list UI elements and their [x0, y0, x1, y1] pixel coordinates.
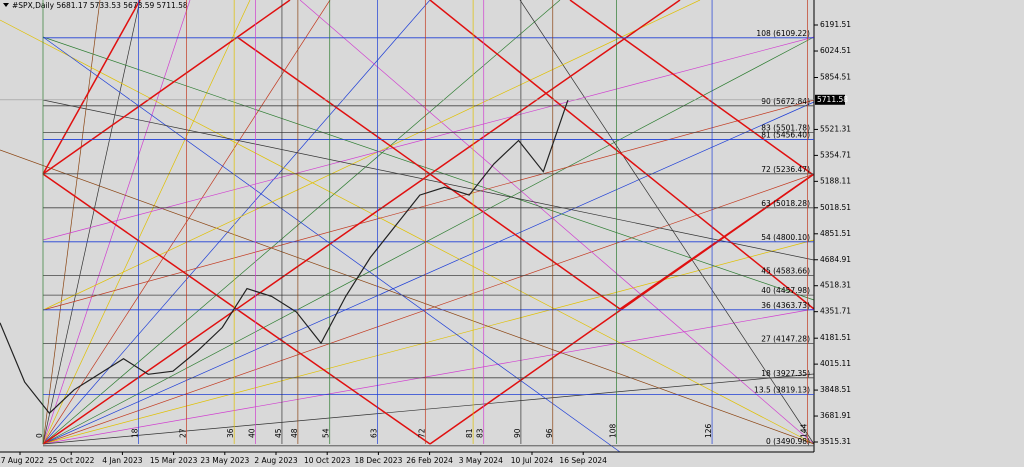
fan-line	[42, 373, 815, 445]
chart-header: #SPX,Daily 5681.17 5733.53 5673.59 5711.…	[12, 1, 188, 10]
level-label: 83 (5501.78)	[761, 123, 810, 132]
date-label: 10 Jul 2024	[511, 456, 554, 465]
current-price-box	[815, 94, 845, 105]
price-tick-label: 3681.91	[820, 411, 851, 420]
fan-line	[42, 173, 815, 445]
level-label: 40 (4457.98)	[761, 286, 810, 295]
price-tick-label: 4015.11	[820, 359, 851, 368]
price-tick-label: 5854.51	[820, 73, 851, 82]
price-tick-label: 5188.11	[820, 176, 851, 185]
price-tick-label: 6191.51	[820, 20, 851, 29]
fan-line	[0, 19, 815, 445]
price-tick-label: 5521.31	[820, 124, 851, 133]
fan-line	[42, 0, 191, 445]
level-label: 0 (3490.98)	[766, 437, 810, 446]
time-label: 40	[247, 428, 256, 438]
fan-line	[42, 0, 561, 445]
time-label: 83	[476, 428, 485, 438]
price-tick-label: 3848.51	[820, 385, 851, 394]
time-label: 72	[417, 428, 426, 438]
time-label: 108	[608, 423, 617, 438]
price-tick-label: 5354.71	[820, 150, 851, 159]
fan-line	[42, 101, 815, 445]
fan-line	[42, 36, 815, 301]
price-tick-label: 4518.31	[820, 281, 851, 290]
price-tick-label: 6024.51	[820, 46, 851, 55]
fan-line	[42, 0, 251, 445]
level-label: 63 (5018.28)	[761, 199, 810, 208]
level-label: 90 (5672.84)	[761, 97, 810, 106]
fan-line	[519, 0, 815, 445]
gann-lines	[0, 0, 815, 453]
time-label: 36	[226, 428, 235, 438]
time-label: 18	[131, 428, 140, 438]
price-tick-label: 5018.51	[820, 203, 851, 212]
fan-line	[42, 0, 141, 445]
diamond-line	[42, 0, 291, 175]
fan-line	[42, 99, 815, 261]
price-tick-label: 3515.31	[820, 437, 851, 446]
time-label: 90	[513, 428, 522, 438]
fan-line	[42, 0, 101, 445]
price-tick-label: 4851.51	[820, 229, 851, 238]
fan-line	[42, 239, 815, 445]
time-label: 54	[322, 428, 331, 438]
date-label: 25 Oct 2022	[48, 456, 95, 465]
fan-line	[42, 36, 815, 241]
date-label: 15 Mar 2023	[150, 456, 198, 465]
diamond-line	[42, 0, 141, 175]
time-label: 96	[545, 428, 554, 438]
fan-line	[42, 99, 815, 311]
time-label: 63	[370, 428, 379, 438]
price-line	[0, 99, 569, 415]
fan-line	[42, 0, 431, 445]
time-label: 0	[35, 433, 44, 438]
date-label: 10 Oct 2023	[304, 456, 351, 465]
plot-area	[0, 0, 814, 452]
fan-line	[42, 0, 701, 311]
date-label: 2 Aug 2023	[254, 456, 297, 465]
date-label: 16 Sep 2024	[559, 456, 607, 465]
diamond-line	[429, 0, 815, 310]
level-label: 13.5 (3819.13)	[754, 386, 810, 395]
dropdown-icon[interactable]	[3, 3, 9, 7]
time-label: 144	[800, 423, 809, 438]
time-label: 45	[274, 428, 283, 438]
date-label: 17 Aug 2022	[0, 456, 44, 465]
level-label: 18 (3927.35)	[761, 369, 810, 378]
diamond-line	[42, 0, 681, 445]
time-label: 27	[178, 428, 187, 438]
time-label: 81	[465, 428, 474, 438]
time-label: 126	[704, 423, 713, 438]
date-label: 18 Dec 2023	[354, 456, 402, 465]
level-label: 54 (4800.10)	[761, 233, 810, 242]
price-tick-label: 4684.91	[820, 255, 851, 264]
level-label: 36 (4363.73)	[761, 301, 810, 310]
date-label: 23 May 2023	[200, 456, 249, 465]
fan-line	[42, 36, 815, 445]
date-label: 4 Jan 2023	[102, 456, 142, 465]
level-label: 108 (6109.22)	[756, 29, 810, 38]
level-label: 45 (4583.66)	[761, 267, 810, 276]
fan-line	[299, 0, 815, 445]
price-tick-label: 4351.71	[820, 307, 851, 316]
current-price: 5711.58	[817, 95, 848, 104]
date-label: 3 May 2024	[459, 456, 503, 465]
time-label: 48	[290, 428, 299, 438]
level-label: 81 (5456.40)	[761, 131, 810, 140]
level-label: 72 (5236.47)	[761, 165, 810, 174]
date-label: 26 Feb 2024	[406, 456, 453, 465]
price-tick-label: 4181.51	[820, 333, 851, 342]
level-label: 27 (4147.28)	[761, 335, 810, 344]
fan-line	[42, 308, 815, 445]
diamond-line	[236, 36, 621, 310]
diamond-line	[569, 0, 813, 175]
